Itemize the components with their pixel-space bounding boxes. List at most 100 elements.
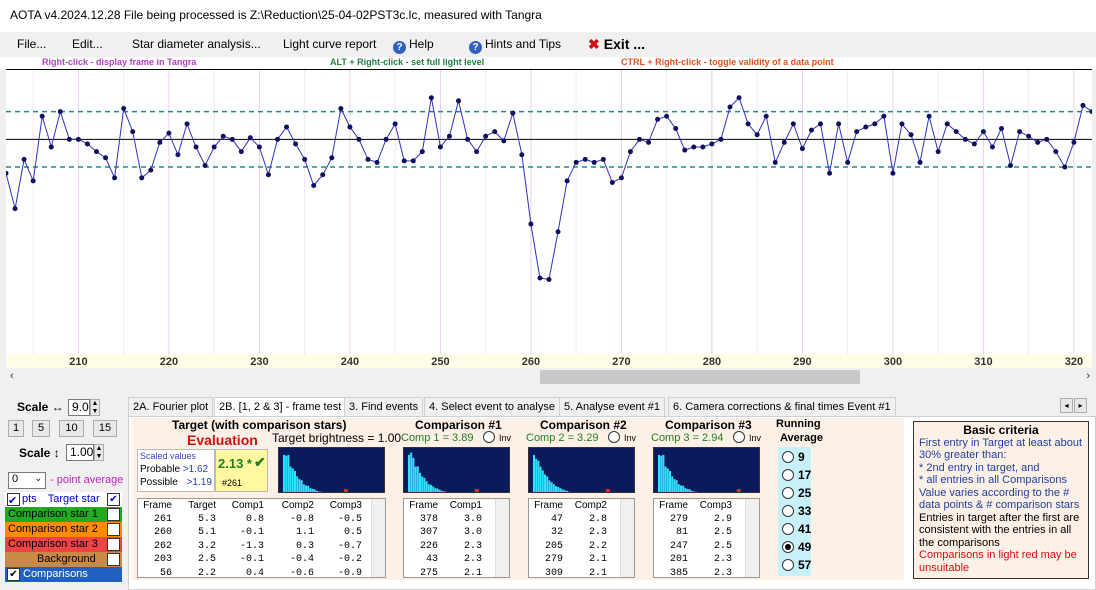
table-row[interactable]: 385 2.3 — [654, 567, 759, 581]
invert-radio[interactable] — [733, 431, 745, 443]
radio-button[interactable] — [782, 505, 794, 517]
data-point[interactable] — [338, 106, 344, 112]
data-point[interactable] — [39, 113, 45, 119]
data-point[interactable] — [202, 163, 208, 169]
invert-toggle[interactable]: Inv — [733, 431, 761, 443]
scale-v-input[interactable]: 1.00 — [66, 444, 94, 461]
legend-comparisons-scaled-row[interactable]: ✔ Comparisons scaled — [5, 567, 122, 582]
legend-comp2-row[interactable]: Comparison star 2 — [5, 522, 122, 537]
tab-find-events[interactable]: 3. Find events — [344, 397, 424, 416]
data-point[interactable] — [275, 136, 280, 142]
data-point[interactable] — [1035, 139, 1041, 145]
data-point[interactable] — [772, 159, 778, 165]
table-row[interactable]: 81 2.5 — [654, 526, 759, 540]
tab-select-event[interactable]: 4. Select event to analyse — [424, 397, 560, 416]
data-point[interactable] — [682, 147, 688, 153]
data-point[interactable] — [157, 139, 163, 145]
data-point[interactable] — [555, 229, 561, 235]
data-point[interactable] — [284, 124, 290, 130]
data-point[interactable] — [130, 129, 136, 135]
data-point[interactable] — [410, 158, 416, 164]
scale-button-15[interactable]: 15 — [93, 420, 117, 437]
data-point[interactable] — [944, 121, 950, 127]
menu-file[interactable]: File... — [17, 37, 47, 51]
tab-analyse-event[interactable]: 5. Analyse event #1 — [559, 397, 666, 416]
menu-star-diameter[interactable]: Star diameter analysis... — [132, 37, 261, 51]
data-point[interactable] — [591, 159, 597, 165]
data-point[interactable] — [293, 141, 299, 147]
data-point[interactable] — [103, 155, 109, 161]
legend-comp3-row[interactable]: Comparison star 3 — [5, 537, 122, 552]
radio-button[interactable] — [782, 487, 794, 499]
data-point[interactable] — [21, 156, 27, 162]
data-point[interactable] — [854, 129, 860, 135]
data-point[interactable] — [193, 144, 199, 150]
data-point[interactable] — [845, 159, 851, 165]
data-point[interactable] — [646, 139, 652, 145]
data-point[interactable] — [220, 133, 226, 139]
legend-comp1-row[interactable]: Comparison star 1 — [5, 507, 122, 522]
table-row[interactable]: 262 3.2 -1.3 0.3 -0.7 — [138, 540, 385, 554]
data-point[interactable] — [890, 170, 896, 176]
scroll-left-arrow-icon[interactable]: ‹ — [10, 370, 14, 382]
data-point[interactable] — [121, 106, 127, 112]
background-checkbox[interactable] — [107, 553, 120, 566]
scale-button-5[interactable]: 5 — [32, 420, 50, 437]
point-average-select[interactable]: 0 ⌄ — [8, 472, 46, 489]
table-row[interactable]: 32 2.3 — [529, 526, 634, 540]
radio-button[interactable] — [782, 469, 794, 481]
data-point[interactable] — [655, 116, 661, 122]
data-point[interactable] — [763, 113, 769, 119]
data-point[interactable] — [112, 175, 118, 181]
data-point[interactable] — [57, 109, 63, 115]
data-point[interactable] — [673, 126, 679, 132]
comparison-table-scrollbar[interactable] — [495, 499, 509, 577]
data-point[interactable] — [84, 141, 90, 147]
data-point[interactable] — [383, 136, 389, 142]
scroll-right-arrow-icon[interactable]: › — [1086, 370, 1090, 382]
data-point[interactable] — [428, 95, 434, 101]
tab-scroll-right-icon[interactable]: ▸ — [1074, 398, 1087, 413]
target-table-scrollbar[interactable] — [371, 499, 385, 577]
data-point[interactable] — [971, 141, 977, 147]
data-point[interactable] — [718, 136, 724, 142]
data-point[interactable] — [437, 144, 443, 150]
table-row[interactable]: 47 2.8 — [529, 513, 634, 527]
pts-checkbox[interactable]: ✔ — [7, 493, 20, 507]
scale-button-10[interactable]: 10 — [59, 420, 84, 437]
scale-h-stepper[interactable]: ▲ ▼ — [90, 399, 100, 416]
tab-fourier-plot[interactable]: 2A. Fourier plot — [128, 397, 214, 416]
data-point[interactable] — [989, 144, 995, 150]
table-row[interactable]: 260 5.1 -0.1 1.1 0.5 — [138, 526, 385, 540]
menu-hints[interactable]: ? Hints and Tips — [469, 37, 561, 54]
data-point[interactable] — [175, 152, 181, 158]
data-point[interactable] — [229, 136, 235, 142]
data-point[interactable] — [247, 135, 253, 141]
data-point[interactable] — [736, 95, 742, 101]
data-point[interactable] — [564, 178, 570, 184]
data-point[interactable] — [953, 129, 959, 135]
data-point[interactable] — [627, 149, 633, 155]
menu-edit[interactable]: Edit... — [72, 37, 103, 51]
data-point[interactable] — [365, 156, 371, 162]
data-point[interactable] — [1017, 129, 1023, 135]
data-point[interactable] — [781, 139, 787, 145]
data-point[interactable] — [401, 158, 407, 164]
data-point[interactable] — [664, 113, 670, 119]
data-point[interactable] — [935, 149, 941, 155]
data-point[interactable] — [899, 121, 905, 127]
data-point[interactable] — [302, 156, 308, 162]
data-point[interactable] — [908, 132, 914, 138]
scale-h-input[interactable]: 9.0 — [68, 399, 90, 416]
data-point[interactable] — [148, 167, 154, 173]
running-average-option[interactable]: 25 — [782, 486, 811, 500]
data-point[interactable] — [483, 133, 489, 139]
data-point[interactable] — [139, 175, 145, 181]
tab-scroll-left-icon[interactable]: ◂ — [1060, 398, 1073, 413]
radio-button[interactable] — [782, 559, 794, 571]
data-point[interactable] — [492, 129, 498, 135]
data-point[interactable] — [999, 126, 1004, 132]
comp3-checkbox[interactable] — [107, 538, 120, 551]
data-point[interactable] — [374, 159, 380, 165]
light-curve-chart[interactable] — [6, 69, 1092, 368]
